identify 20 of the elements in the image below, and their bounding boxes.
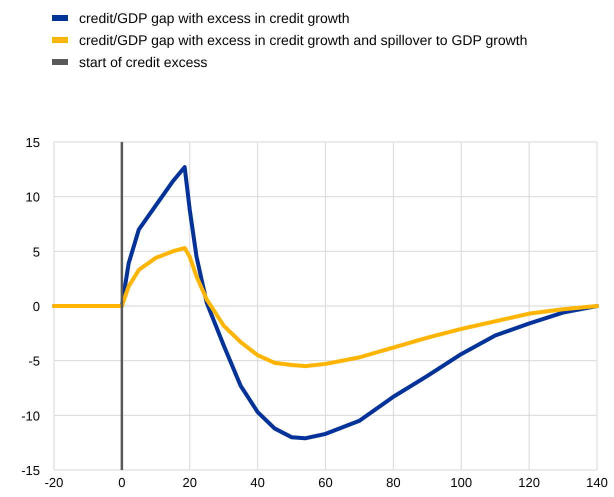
x-tick-label: -20 [44, 475, 64, 490]
x-tick-label: 80 [386, 475, 401, 490]
legend-label: start of credit excess [79, 54, 208, 70]
x-tick-label: 0 [118, 475, 126, 490]
x-tick-label: 120 [518, 475, 540, 490]
x-tick-label: 60 [318, 475, 333, 490]
x-tick-label: 40 [250, 475, 265, 490]
legend-label: credit/GDP gap with excess in credit growth and spillover to GDP growth [79, 32, 528, 48]
y-tick-label: 0 [32, 299, 40, 314]
legend-label: credit/GDP gap with excess in credit growth [79, 10, 350, 26]
line-series [52, 246, 599, 368]
y-tick-label: 10 [26, 190, 40, 205]
y-tick-label: 15 [26, 135, 40, 150]
y-tick-label: -5 [28, 354, 40, 369]
y-tick-label: 5 [32, 244, 40, 260]
y-tick-label: -10 [21, 408, 40, 424]
x-tick-label: 140 [586, 475, 608, 490]
x-tick-label: 100 [450, 475, 472, 490]
y-tick-label: -15 [21, 463, 40, 478]
x-tick-label: 20 [182, 475, 197, 490]
